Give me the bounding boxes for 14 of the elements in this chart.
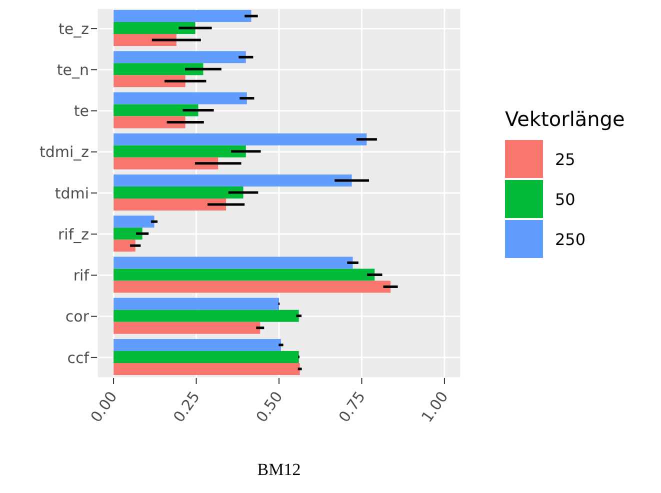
y-tick-label: cor xyxy=(65,308,90,326)
y-tick-label: tdmi xyxy=(54,184,89,202)
x-axis-title: BM12 xyxy=(256,460,302,480)
y-tick-label: rif xyxy=(73,266,90,285)
legend-label: 25 xyxy=(555,150,576,169)
legend-label: 250 xyxy=(555,230,586,249)
y-tick-label: rif_z xyxy=(58,225,90,244)
y-tick-label: te xyxy=(74,102,89,120)
y-tick-label: te_n xyxy=(56,60,89,79)
y-tick-label: te_z xyxy=(58,20,90,38)
legend-title: Vektorlänge xyxy=(505,107,625,131)
y-tick-label: tdmi_z xyxy=(39,143,90,162)
y-tick-label: ccf xyxy=(67,348,90,367)
legend-label: 50 xyxy=(555,190,576,209)
